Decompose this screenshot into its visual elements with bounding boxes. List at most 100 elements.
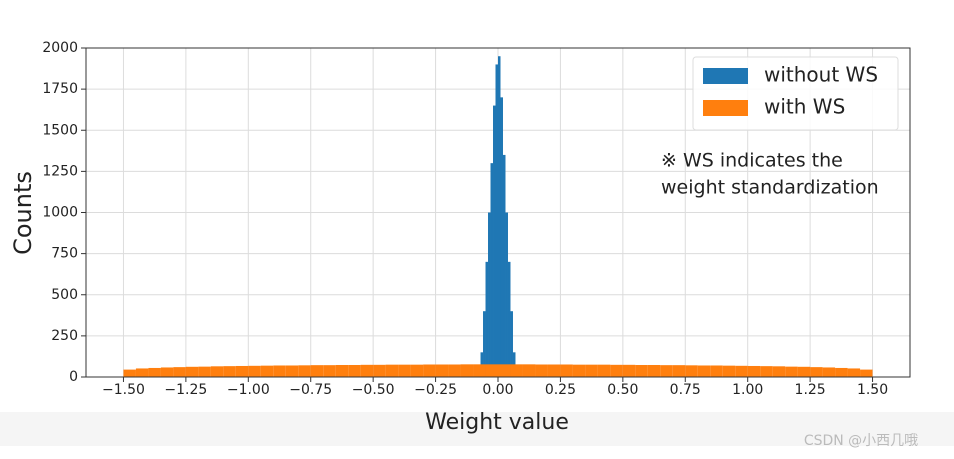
bar <box>398 364 411 377</box>
bar <box>285 365 299 377</box>
x-tick-label: 1.50 <box>857 382 888 398</box>
bar <box>785 366 798 377</box>
bar <box>697 365 711 377</box>
legend-swatch <box>703 68 748 84</box>
bar <box>710 365 723 377</box>
x-tick-label: −0.75 <box>289 382 332 398</box>
bar <box>223 366 236 377</box>
bar <box>485 261 489 377</box>
bar <box>360 364 374 377</box>
x-tick-label: −1.25 <box>164 382 207 398</box>
bar <box>495 64 498 377</box>
bar <box>735 365 748 377</box>
bar <box>490 163 494 377</box>
bar <box>323 365 336 377</box>
bar <box>502 154 506 377</box>
bar <box>535 364 548 377</box>
y-tick-label: 2000 <box>42 40 78 56</box>
x-tick-label: 1.00 <box>732 382 763 398</box>
bar <box>493 105 496 377</box>
bar <box>135 368 149 377</box>
x-tick-label: 0.25 <box>545 382 576 398</box>
plot-frame <box>85 47 911 378</box>
bar <box>483 311 486 377</box>
y-tick-label: 750 <box>51 246 78 262</box>
x-tick-label: 0.00 <box>482 382 513 398</box>
bar <box>560 364 573 377</box>
bar <box>585 364 598 377</box>
bar <box>460 364 474 377</box>
bar <box>672 365 686 377</box>
bar <box>235 365 249 377</box>
bar <box>448 364 461 377</box>
bar <box>860 369 873 377</box>
bar <box>505 212 508 377</box>
bar <box>298 365 311 377</box>
bar <box>510 364 523 377</box>
bar <box>522 364 536 377</box>
bar <box>635 364 648 377</box>
x-tick-label: −1.00 <box>227 382 270 398</box>
bar <box>498 364 511 377</box>
bar <box>173 367 186 377</box>
x-tick-label: −0.50 <box>352 382 395 398</box>
y-tick-label: 500 <box>51 287 78 303</box>
bar <box>510 311 513 377</box>
y-tick-label: 1000 <box>42 205 78 221</box>
x-tick-label: 0.50 <box>607 382 638 398</box>
bar <box>385 364 399 377</box>
legend-label: with WS <box>764 95 845 119</box>
bar <box>410 364 424 377</box>
bar <box>248 365 261 377</box>
bar <box>610 364 623 377</box>
bar <box>685 365 698 377</box>
bar <box>185 366 199 377</box>
bar <box>260 365 274 377</box>
bar <box>760 366 773 377</box>
bar <box>498 56 501 377</box>
bar <box>210 366 224 377</box>
bar <box>473 364 486 377</box>
bar <box>488 212 491 377</box>
bar <box>500 97 503 377</box>
x-tick-label: −1.50 <box>102 382 145 398</box>
bar <box>660 365 673 377</box>
bar <box>485 364 498 377</box>
y-tick-label: 1500 <box>42 122 78 138</box>
y-tick-label: 0 <box>69 369 78 385</box>
bar <box>435 364 449 377</box>
xlabel-band <box>0 412 954 446</box>
bar <box>335 364 349 377</box>
bar <box>747 365 761 377</box>
y-tick-label: 1250 <box>42 163 78 179</box>
bar <box>310 365 324 377</box>
bar <box>148 367 161 377</box>
y-axis-label: Counts <box>9 171 37 255</box>
x-tick-label: −0.25 <box>414 382 457 398</box>
bar <box>847 368 861 377</box>
bar <box>160 367 174 377</box>
bar <box>822 367 836 377</box>
bar <box>123 369 136 377</box>
annotation: ※ WS indicates the <box>661 150 843 172</box>
bar <box>572 364 586 377</box>
bar <box>547 364 561 377</box>
bar <box>810 367 823 377</box>
bar <box>835 367 848 377</box>
bar <box>273 365 286 377</box>
x-tick-label: 1.25 <box>795 382 826 398</box>
y-tick-label: 250 <box>51 328 78 344</box>
bar <box>622 364 636 377</box>
bar <box>423 364 436 377</box>
bar <box>797 366 811 377</box>
watermark: CSDN @小西几哦 <box>804 433 918 449</box>
bar <box>348 364 361 377</box>
bar <box>198 366 211 377</box>
x-tick-label: 0.75 <box>670 382 701 398</box>
bar <box>597 364 611 377</box>
legend-swatch <box>703 100 748 116</box>
legend-label: without WS <box>764 63 878 87</box>
y-tick-label: 1750 <box>42 81 78 97</box>
